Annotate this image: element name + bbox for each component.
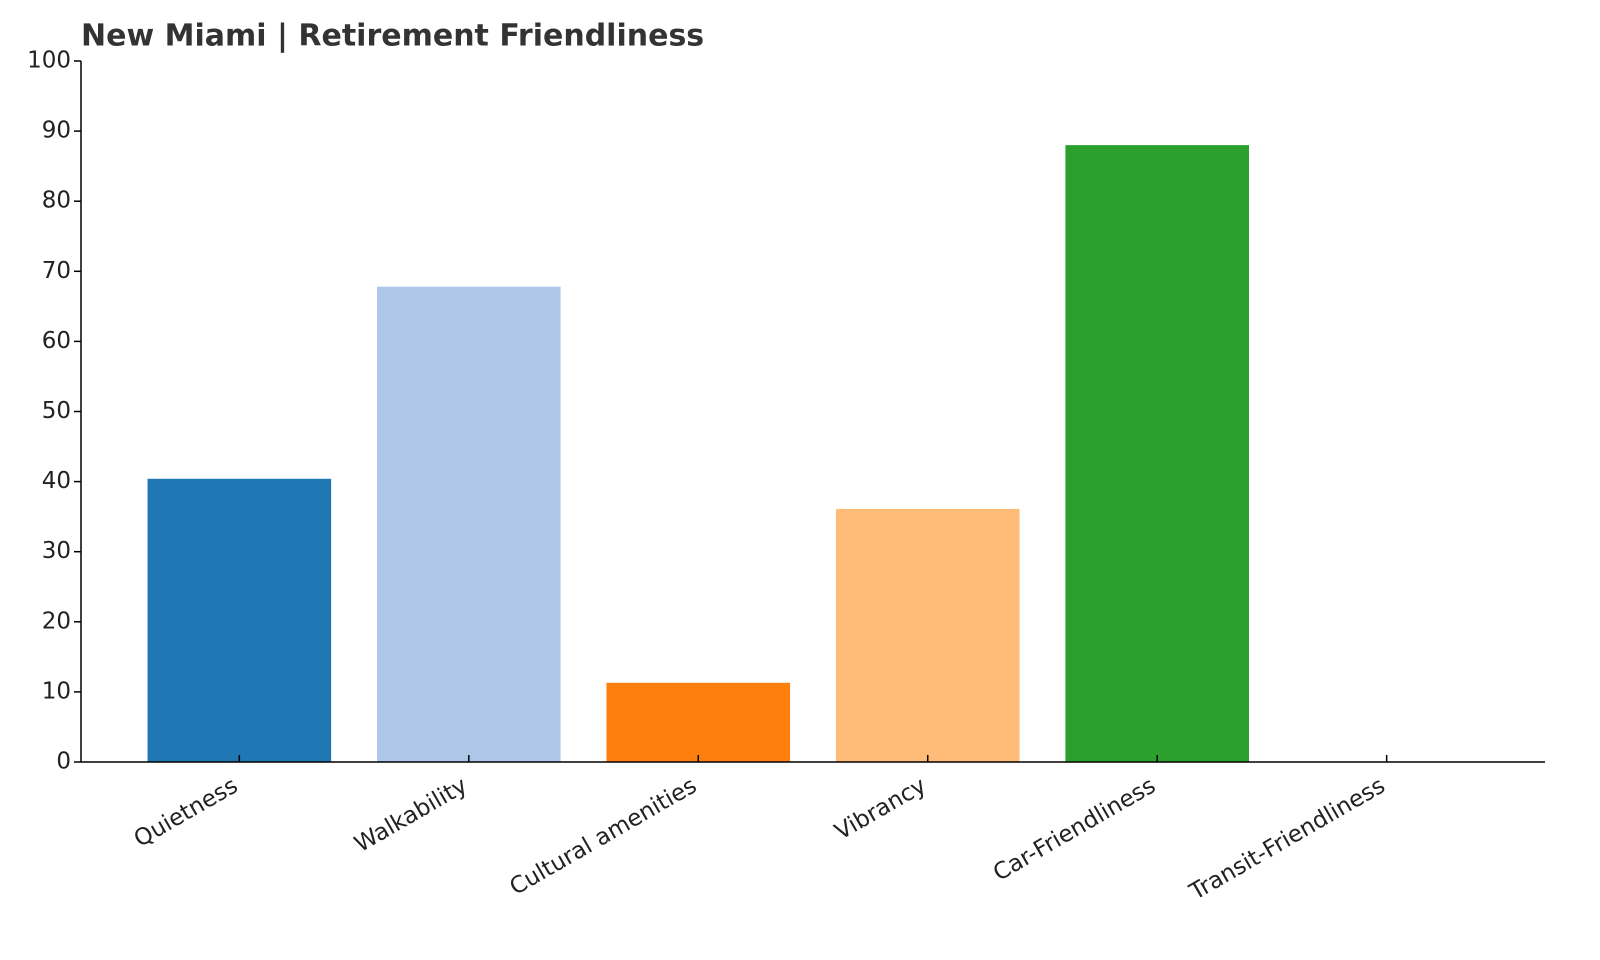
y-tick-label: 0	[56, 749, 71, 775]
y-tick-label: 60	[42, 328, 71, 354]
x-tick-label: Car-Friendliness	[989, 773, 1160, 887]
x-tick-label: Vibrancy	[831, 773, 931, 846]
y-tick-label: 80	[42, 188, 71, 214]
y-tick-label: 100	[27, 48, 71, 74]
chart-title: New Miami | Retirement Friendliness	[81, 19, 704, 54]
y-tick-label: 50	[42, 398, 71, 424]
bar	[606, 682, 791, 762]
y-tick-label: 30	[42, 538, 71, 564]
y-tick-label: 90	[42, 118, 71, 144]
x-tick-label: Cultural amenities	[505, 773, 701, 901]
y-tick-label: 20	[42, 608, 71, 634]
y-tick-label: 70	[42, 258, 71, 284]
bar	[835, 508, 1020, 762]
y-tick-label: 10	[42, 678, 71, 704]
bar	[1065, 145, 1249, 762]
bar	[377, 286, 561, 762]
x-tick-label: Transit-Friendliness	[1185, 773, 1390, 906]
bar	[147, 478, 332, 762]
y-tick-label: 40	[42, 468, 71, 494]
x-tick-label: Walkability	[350, 773, 471, 858]
x-tick-label: Quietness	[130, 773, 243, 853]
